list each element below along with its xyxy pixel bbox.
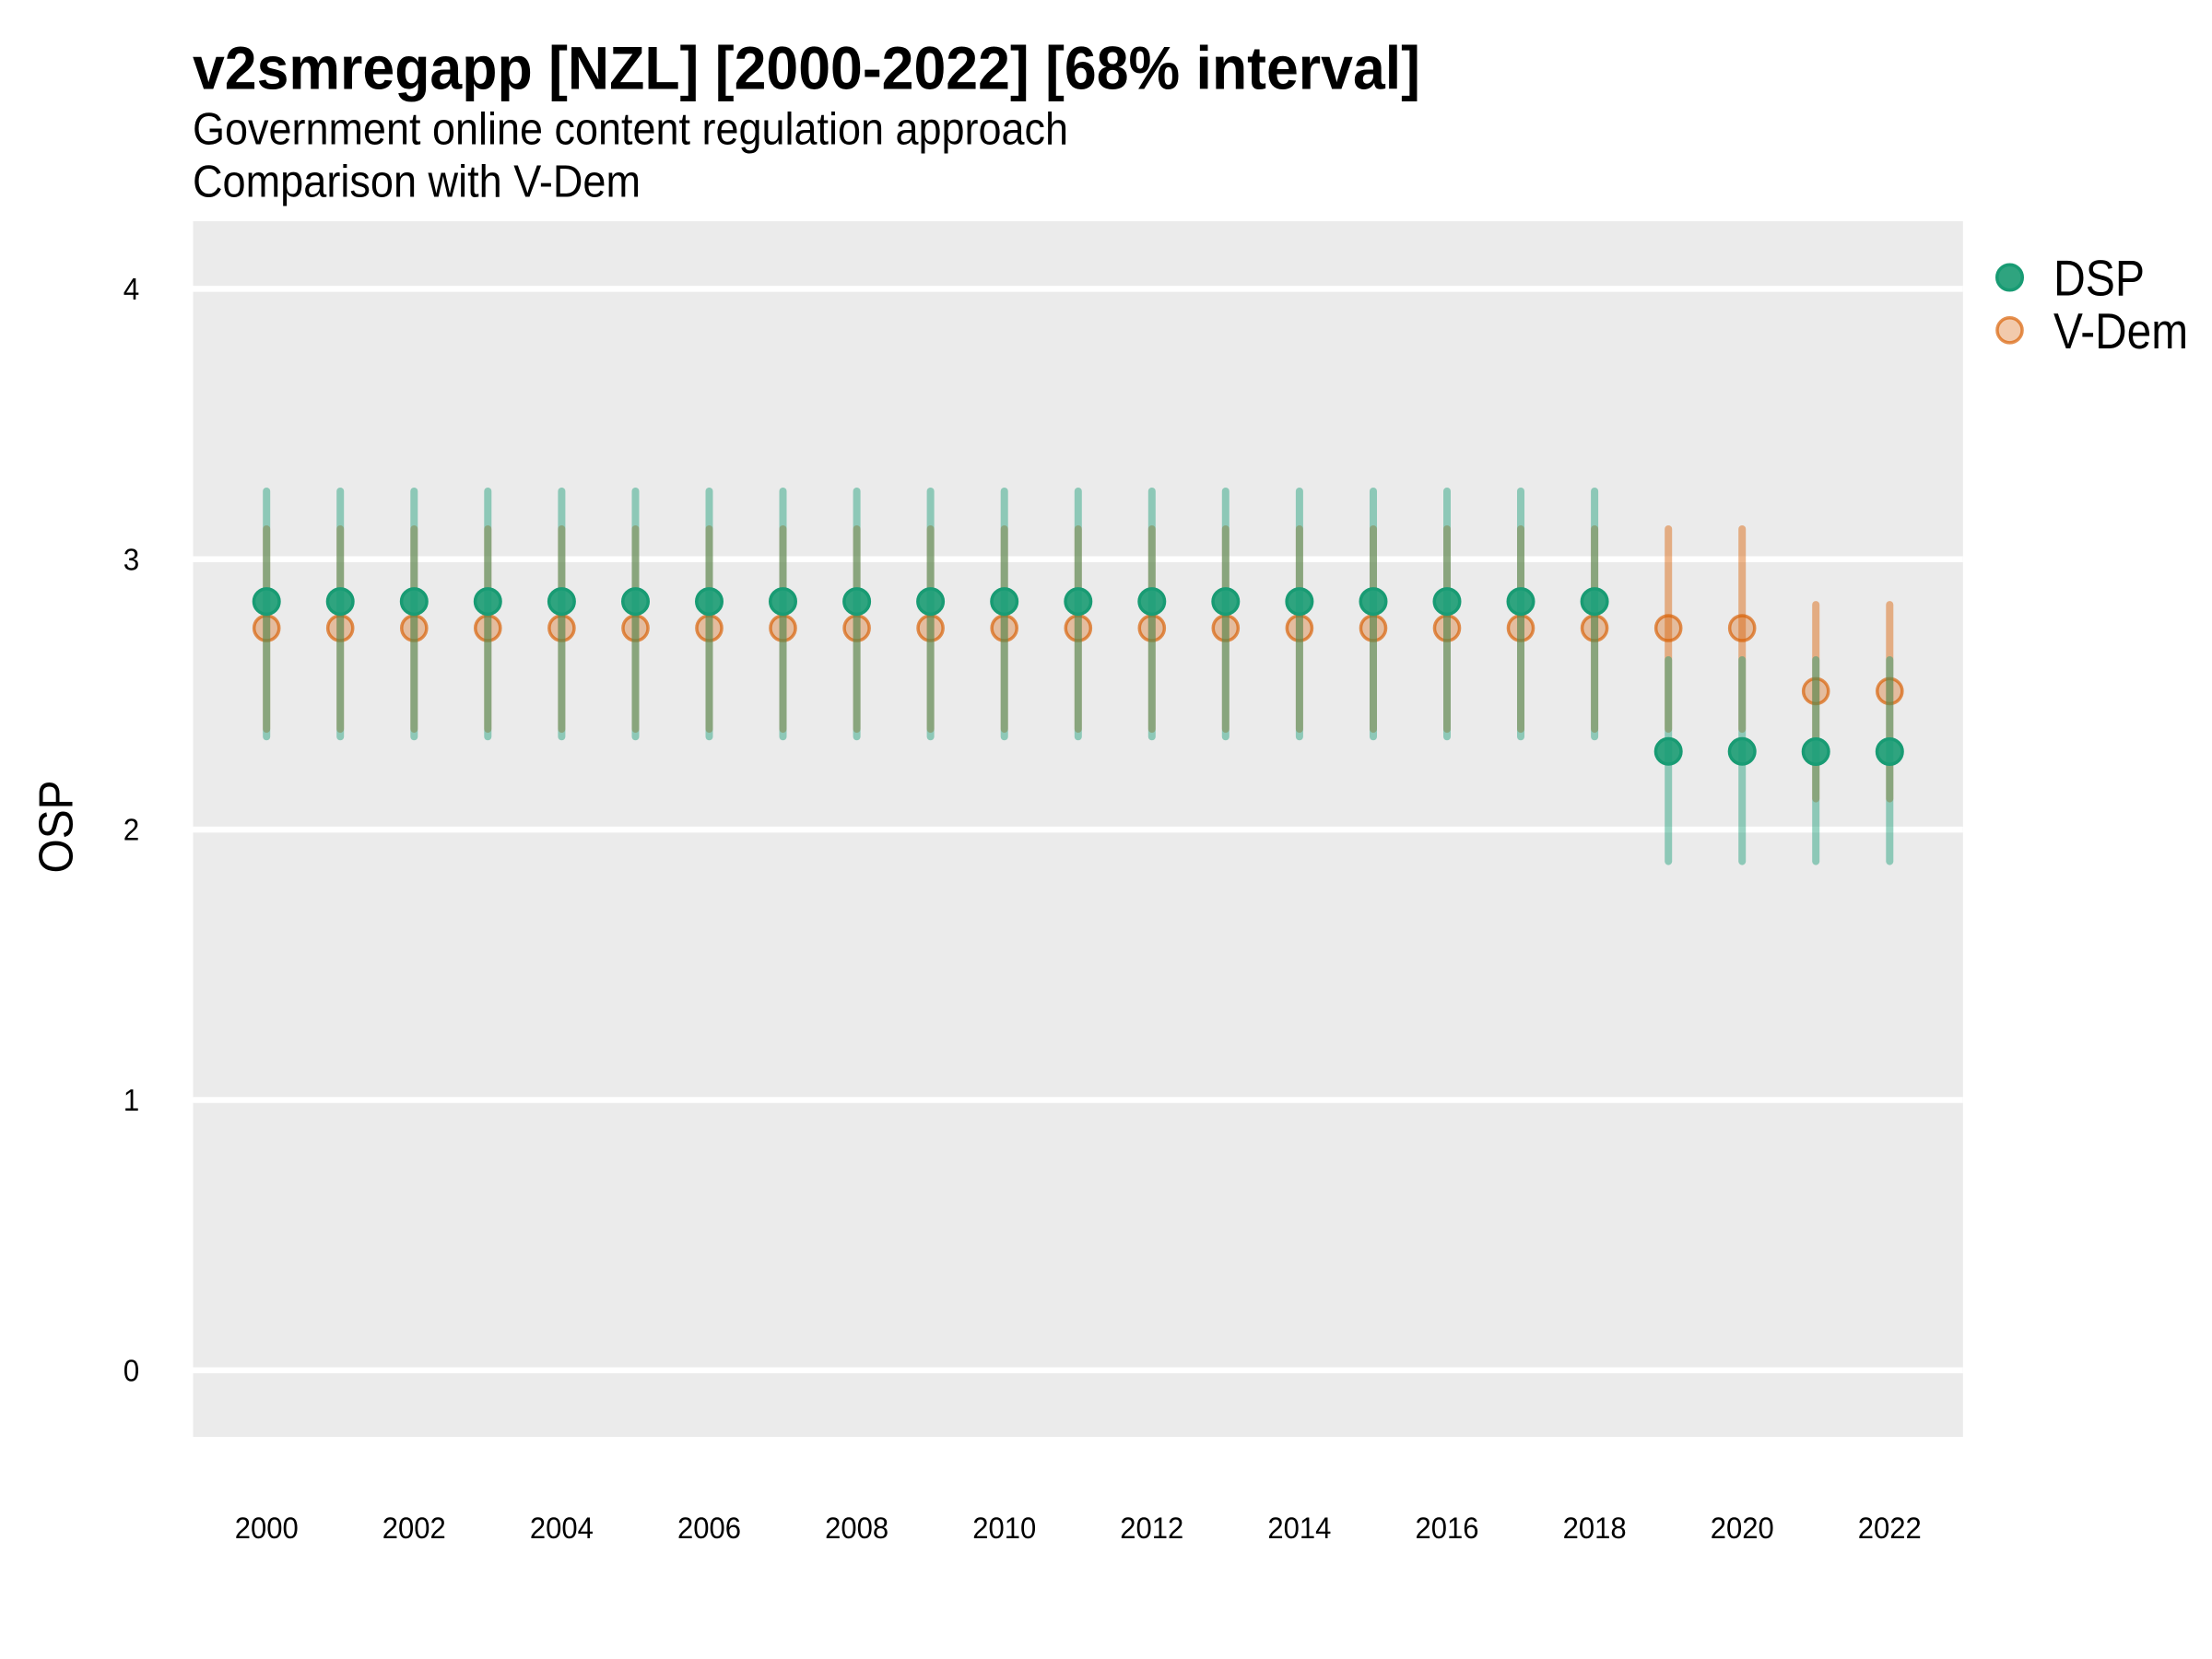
- svg-text:2016: 2016: [1416, 1512, 1479, 1545]
- svg-text:3: 3: [124, 542, 140, 576]
- svg-text:4: 4: [124, 272, 140, 306]
- svg-text:V-Dem: V-Dem: [2053, 302, 2188, 359]
- svg-text:2014: 2014: [1267, 1512, 1331, 1545]
- svg-text:Comparison with V-Dem: Comparison with V-Dem: [193, 158, 641, 207]
- svg-text:DSP: DSP: [2053, 250, 2145, 307]
- svg-text:2000: 2000: [235, 1512, 299, 1545]
- svg-text:2: 2: [124, 813, 140, 847]
- svg-text:2004: 2004: [530, 1512, 594, 1545]
- svg-text:0: 0: [124, 1353, 140, 1387]
- svg-text:2020: 2020: [1711, 1512, 1774, 1545]
- svg-text:OSP: OSP: [30, 781, 84, 874]
- svg-text:Government online content regu: Government online content regulation app…: [193, 104, 1068, 154]
- svg-text:2002: 2002: [382, 1512, 446, 1545]
- svg-text:2022: 2022: [1858, 1512, 1922, 1545]
- svg-text:2008: 2008: [825, 1512, 888, 1545]
- svg-text:2006: 2006: [677, 1512, 741, 1545]
- svg-text:1: 1: [124, 1083, 140, 1117]
- svg-text:2012: 2012: [1120, 1512, 1183, 1545]
- svg-text:2010: 2010: [972, 1512, 1036, 1545]
- svg-text:2018: 2018: [1563, 1512, 1627, 1545]
- svg-text:v2smregapp [NZL] [2000-2022] [: v2smregapp [NZL] [2000-2022] [68% interv…: [193, 34, 1420, 102]
